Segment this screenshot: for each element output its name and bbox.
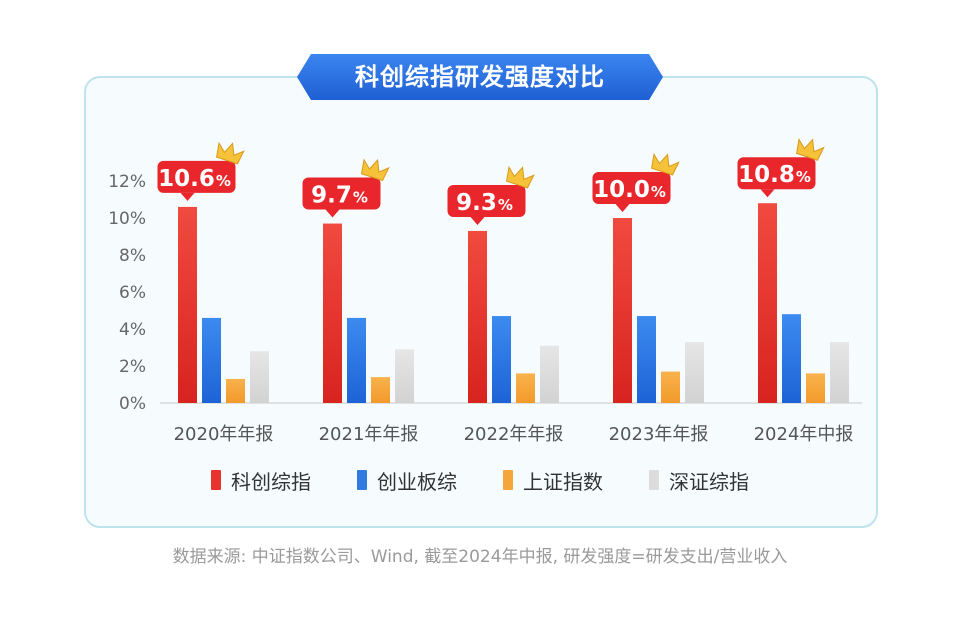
title-banner-shape	[297, 54, 663, 100]
y-tick-label: 8%	[119, 246, 146, 266]
legend-swatch-shenzheng	[649, 470, 659, 490]
bar-shangzheng	[661, 371, 680, 403]
bar-shenzheng	[830, 341, 849, 403]
bar-kechuang	[758, 203, 777, 403]
callout-pointer	[470, 216, 485, 225]
bar-shangzheng	[371, 377, 390, 403]
legend: 科创综指 创业板综 上证指数 深证综指	[0, 466, 960, 494]
legend-item-shangzheng: 上证指数	[503, 466, 603, 495]
callout-pointer	[180, 192, 195, 201]
source-note: 数据来源: 中证指数公司、Wind, 截至2024年中报, 研发强度=研发支出/…	[172, 547, 788, 567]
value-callout: 10.8%	[737, 138, 825, 198]
bar-shenzheng	[250, 351, 269, 403]
bar-shenzheng	[685, 341, 704, 403]
bar-shenzheng	[540, 345, 559, 403]
bar-shangzheng	[226, 378, 245, 403]
legend-swatch-chuangye	[357, 470, 367, 490]
callout-value: 10.8%	[738, 162, 811, 188]
legend-label: 创业板综	[377, 469, 457, 494]
x-tick-label: 2022年年报	[464, 424, 564, 445]
legend-swatch-shangzheng	[503, 470, 513, 490]
legend-label: 上证指数	[523, 469, 603, 494]
value-callout: 10.0%	[592, 152, 680, 212]
callout-value: 10.6%	[158, 166, 231, 192]
callout-box	[157, 160, 236, 193]
callout-pointer	[760, 189, 775, 198]
crown-icon	[360, 158, 390, 182]
bar-kechuang	[468, 230, 487, 403]
value-callout: 9.3%	[447, 165, 535, 225]
chart-title: 科创综指研发强度对比	[355, 63, 605, 91]
value-callout: 9.7%	[302, 158, 390, 218]
x-tick-label: 2021年年报	[319, 424, 419, 445]
bar-shangzheng	[806, 373, 825, 403]
legend-label: 科创综指	[231, 469, 311, 494]
callout-value: 9.3%	[456, 190, 513, 216]
callout-box	[592, 172, 671, 204]
bar-kechuang	[323, 223, 342, 403]
callout-value: 9.7%	[311, 183, 368, 209]
legend-item-shenzheng: 深证综指	[649, 466, 749, 495]
callout-box	[302, 177, 381, 210]
crown-icon	[505, 165, 535, 189]
crown-icon	[795, 138, 825, 161]
y-tick-label: 12%	[108, 172, 146, 192]
callout-box	[737, 157, 816, 190]
value-callout: 10.6%	[157, 141, 245, 201]
legend-label: 深证综指	[669, 469, 749, 494]
bar-chuangye	[637, 316, 656, 403]
callout-pointer	[325, 209, 340, 218]
y-tick-label: 0%	[119, 394, 146, 414]
title-banner: 科创综指研发强度对比	[297, 54, 663, 100]
bar-shangzheng	[516, 373, 535, 403]
bar-shenzheng	[395, 349, 414, 403]
legend-item-kechuang: 科创综指	[211, 466, 311, 495]
callout-pointer	[615, 204, 630, 212]
y-tick-label: 2%	[119, 357, 146, 377]
crown-icon	[650, 152, 680, 176]
bar-kechuang	[613, 218, 632, 403]
bar-kechuang	[178, 206, 197, 403]
x-tick-label: 2020年年报	[174, 424, 274, 445]
legend-item-chuangye: 创业板综	[357, 466, 457, 495]
bars	[178, 203, 849, 403]
y-tick-label: 4%	[119, 320, 146, 340]
bar-chuangye	[492, 316, 511, 403]
x-tick-label: 2024年中报	[754, 424, 854, 445]
x-tick-label: 2023年年报	[609, 424, 709, 445]
callout-value: 10.0%	[593, 177, 666, 203]
y-axis-labels: 0% 2% 4% 6% 8% 10% 12%	[108, 172, 146, 414]
legend-swatch-kechuang	[211, 470, 221, 490]
x-axis-labels: 2020年年报 2021年年报 2022年年报 2023年年报 2024年中报	[174, 424, 854, 445]
value-callouts: 10.6% 9.7% 9.3% 10.0% 10.8%	[157, 138, 825, 225]
crown-icon	[215, 141, 245, 165]
y-tick-label: 6%	[119, 283, 146, 303]
y-tick-label: 10%	[108, 209, 146, 229]
bar-chuangye	[347, 317, 366, 403]
callout-box	[447, 184, 526, 217]
bar-chuangye	[782, 314, 801, 403]
bar-chuangye	[202, 317, 221, 403]
